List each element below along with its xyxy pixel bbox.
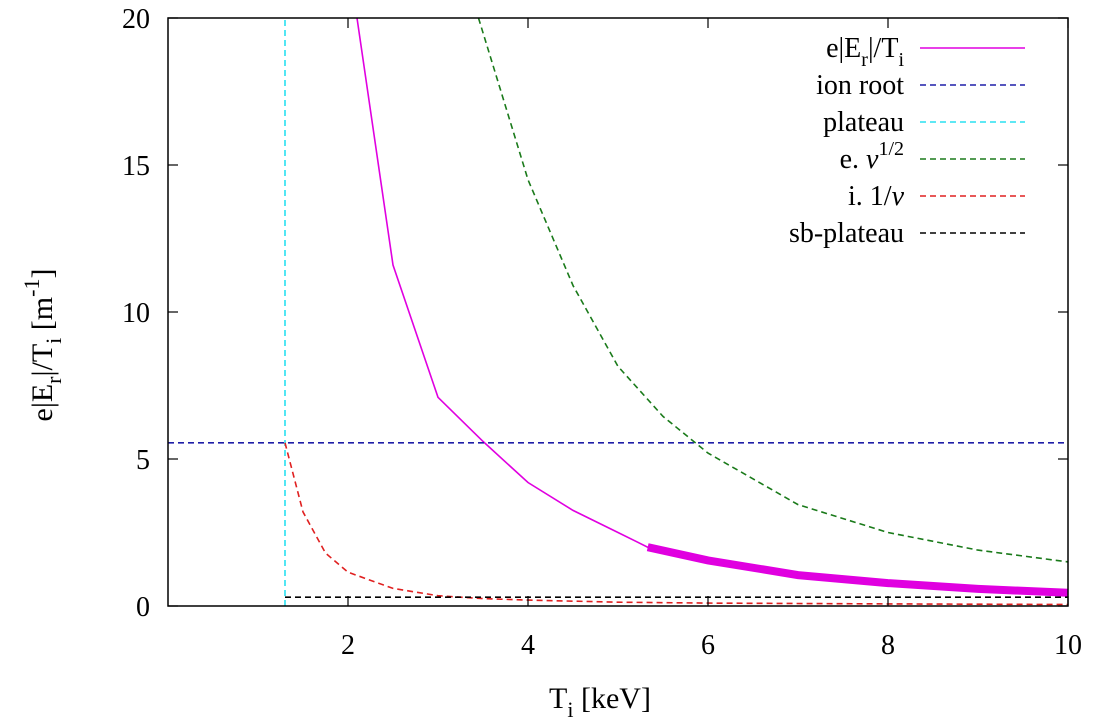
legend-item-e_nu: e. ν1/2 (840, 138, 1025, 175)
y-tick-label: 20 (122, 4, 150, 35)
legend-item-er: e|Er|/Ti (826, 33, 1025, 71)
y-axis-title: e|Er|/Ti [m-1] (19, 269, 66, 422)
legend-item-i_nu: i. 1/ν (848, 181, 1025, 212)
legend-label: sb-plateau (789, 218, 904, 249)
x-tick-label: 4 (521, 630, 535, 661)
series-line-e_nu (477, 18, 1068, 563)
x-tick-label: 6 (701, 630, 715, 661)
legend-label: e. ν1/2 (840, 138, 904, 175)
legend-label: i. 1/ν (848, 181, 905, 212)
y-tick-label: 0 (136, 592, 150, 623)
legend-item-sb_plateau: sb-plateau (789, 218, 1025, 249)
y-tick-label: 10 (122, 298, 150, 329)
y-ticks: 0 5 10 15 20 (122, 4, 1068, 623)
legend-label: e|Er|/Ti (826, 33, 904, 71)
y-tick-label: 5 (136, 445, 150, 476)
x-axis-title: Ti [keV] (549, 682, 651, 722)
legend-label: ion root (816, 70, 904, 101)
x-ticks: 2 4 6 8 10 (341, 18, 1082, 661)
series-highlight-er (646, 543, 1068, 597)
legend-item-ion_root: ion root (816, 70, 1025, 101)
x-tick-label: 8 (881, 630, 895, 661)
legend-item-plateau: plateau (823, 107, 1025, 138)
legend-label: plateau (823, 107, 904, 138)
plot-lines (168, 18, 1068, 606)
x-tick-label: 2 (341, 630, 355, 661)
x-tick-label: 10 (1054, 630, 1082, 661)
y-tick-label: 15 (122, 151, 150, 182)
